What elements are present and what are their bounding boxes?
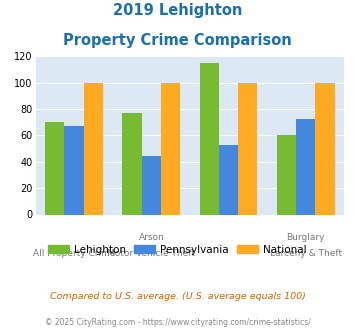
Text: Motor Vehicle Theft: Motor Vehicle Theft	[107, 249, 195, 258]
Text: All Property Crime: All Property Crime	[33, 249, 115, 258]
Bar	[161, 82, 180, 214]
Legend: Lehighton, Pennsylvania, National: Lehighton, Pennsylvania, National	[44, 241, 311, 259]
Text: Arson: Arson	[138, 233, 164, 242]
Text: © 2025 CityRating.com - https://www.cityrating.com/crime-statistics/: © 2025 CityRating.com - https://www.city…	[45, 318, 310, 327]
Bar	[219, 145, 238, 214]
Text: Larceny & Theft: Larceny & Theft	[270, 249, 342, 258]
Bar	[122, 113, 142, 214]
Text: 2019 Lehighton: 2019 Lehighton	[113, 3, 242, 18]
Bar	[65, 126, 84, 214]
Text: Property Crime Comparison: Property Crime Comparison	[63, 33, 292, 48]
Bar	[45, 122, 65, 214]
Bar	[277, 135, 296, 214]
Bar	[296, 119, 315, 214]
Text: Burglary: Burglary	[286, 233, 325, 242]
Bar	[315, 82, 335, 214]
Bar	[142, 156, 161, 214]
Bar	[200, 63, 219, 214]
Text: Compared to U.S. average. (U.S. average equals 100): Compared to U.S. average. (U.S. average …	[50, 292, 305, 301]
Bar	[238, 82, 257, 214]
Bar	[84, 82, 103, 214]
